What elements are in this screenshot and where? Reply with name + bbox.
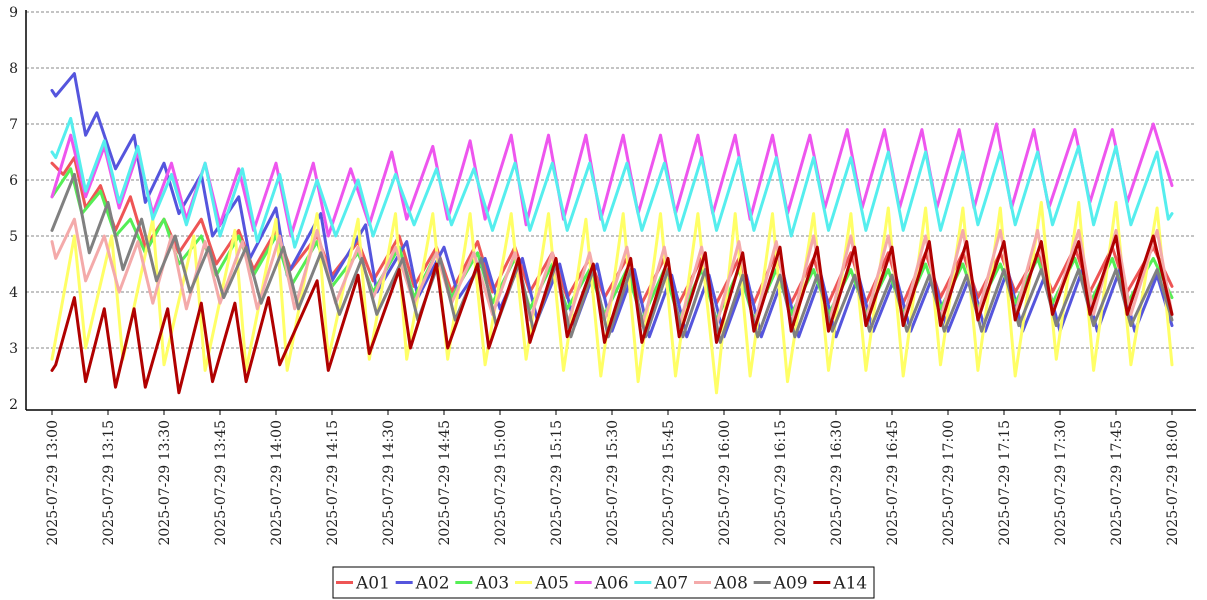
legend: A01 A02 A03 A05 A06 A07 A08 A09 A14 xyxy=(332,566,875,599)
legend-label-a02: A02 xyxy=(415,574,450,594)
series-line-a05 xyxy=(50,200,1174,395)
legend-label-a05: A05 xyxy=(534,574,569,594)
x-tick-label: 2025-07-29 16:45 xyxy=(885,420,901,546)
x-tick-label: 2025-07-29 16:00 xyxy=(717,420,733,546)
x-tick-label: 2025-07-29 15:30 xyxy=(605,420,621,546)
x-tick-label: 2025-07-29 15:15 xyxy=(549,420,565,546)
series-line-a02 xyxy=(50,72,1174,339)
y-tick-label: 2 xyxy=(9,397,18,413)
legend-label-a09: A09 xyxy=(773,574,808,594)
series-line-a07 xyxy=(50,116,1174,249)
y-tick-label: 8 xyxy=(9,61,18,77)
legend-label-a07: A07 xyxy=(653,574,688,594)
x-tick-label: 2025-07-29 13:15 xyxy=(101,420,117,546)
x-tick-label: 2025-07-29 15:45 xyxy=(661,420,677,546)
x-tick-label: 2025-07-29 13:45 xyxy=(213,420,229,546)
legend-box xyxy=(332,566,875,599)
series-line-a09 xyxy=(50,172,1174,344)
x-tick-label: 2025-07-29 14:15 xyxy=(325,420,341,546)
x-tick-label: 2025-07-29 16:15 xyxy=(773,420,789,546)
axes: 2 3 4 5 6 7 8 9 2025-07-29 13:00 2025-07-29 13:15… xyxy=(9,5,1196,546)
series-lines xyxy=(50,72,1174,395)
x-tick-label: 2025-07-29 13:00 xyxy=(45,420,61,546)
legend-label-a01: A01 xyxy=(355,574,390,594)
x-tick-label: 2025-07-29 15:00 xyxy=(493,420,509,546)
x-tick-label: 2025-07-29 17:15 xyxy=(997,420,1013,546)
x-tick-label: 2025-07-29 14:45 xyxy=(437,420,453,546)
legend-label-a06: A06 xyxy=(594,574,629,594)
x-tick-label: 2025-07-29 13:30 xyxy=(157,420,173,546)
legend-label-a14: A14 xyxy=(832,574,867,594)
x-tick-label: 2025-07-29 14:00 xyxy=(269,420,285,546)
x-tick-label: 2025-07-29 16:30 xyxy=(829,420,845,546)
y-tick-label: 3 xyxy=(9,341,18,357)
y-tick-label: 6 xyxy=(9,173,18,189)
x-tick-label: 2025-07-29 18:00 xyxy=(1165,420,1181,546)
x-tick-label: 2025-07-29 17:30 xyxy=(1053,420,1069,546)
y-tick-label: 9 xyxy=(9,5,18,21)
x-tick-label: 2025-07-29 17:00 xyxy=(941,420,957,546)
y-tick-label: 4 xyxy=(9,285,18,301)
x-tick-label: 2025-07-29 17:45 xyxy=(1109,420,1125,546)
y-tick-label: 5 xyxy=(9,229,18,245)
legend-label-a03: A03 xyxy=(474,574,509,594)
series-line-a14 xyxy=(50,234,1174,395)
y-tick-label: 7 xyxy=(9,117,18,133)
x-tick-label: 2025-07-29 14:30 xyxy=(381,420,397,546)
legend-label-a08: A08 xyxy=(713,574,748,594)
